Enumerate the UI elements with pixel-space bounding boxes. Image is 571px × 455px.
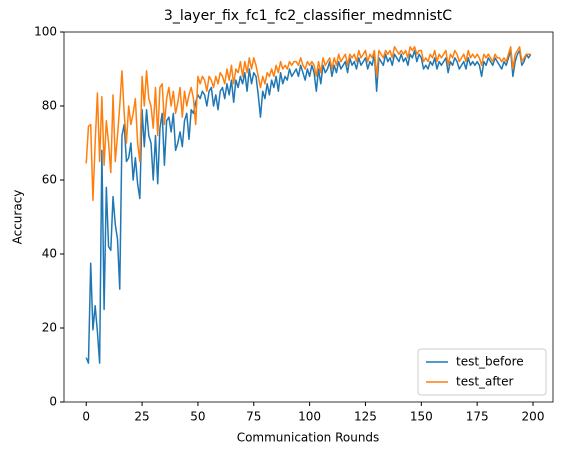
chart-title: 3_layer_fix_fc1_fc2_classifier_medmnistC [164, 8, 452, 24]
line-series [85, 49, 532, 364]
plot-frame [63, 31, 554, 403]
x-tick-label: 25 [134, 410, 149, 424]
line-series [85, 46, 531, 202]
x-axis-label: Communication Rounds [237, 431, 380, 445]
y-tick-label: 100 [34, 25, 57, 39]
x-tick-label: 150 [410, 410, 433, 424]
x-tick-label: 100 [298, 410, 321, 424]
legend-box [417, 348, 547, 396]
x-tick-label: 0 [82, 410, 90, 424]
y-tick-label: 80 [42, 99, 57, 113]
x-tick-label: 175 [466, 410, 489, 424]
legend: test_before test_after [417, 348, 547, 396]
x-tick-label: 200 [522, 410, 545, 424]
x-tick-label: 75 [246, 410, 261, 424]
y-tick-label: 20 [42, 321, 57, 335]
x-tick-label: 50 [190, 410, 205, 424]
legend-label: test_after [456, 375, 514, 389]
x-tick-label: 125 [354, 410, 377, 424]
y-tick-label: 40 [42, 247, 57, 261]
y-axis-label: Accuracy [11, 190, 25, 245]
y-tick-label: 60 [42, 173, 57, 187]
legend-label: test_before [456, 355, 524, 369]
y-tick-label: 0 [49, 395, 57, 409]
